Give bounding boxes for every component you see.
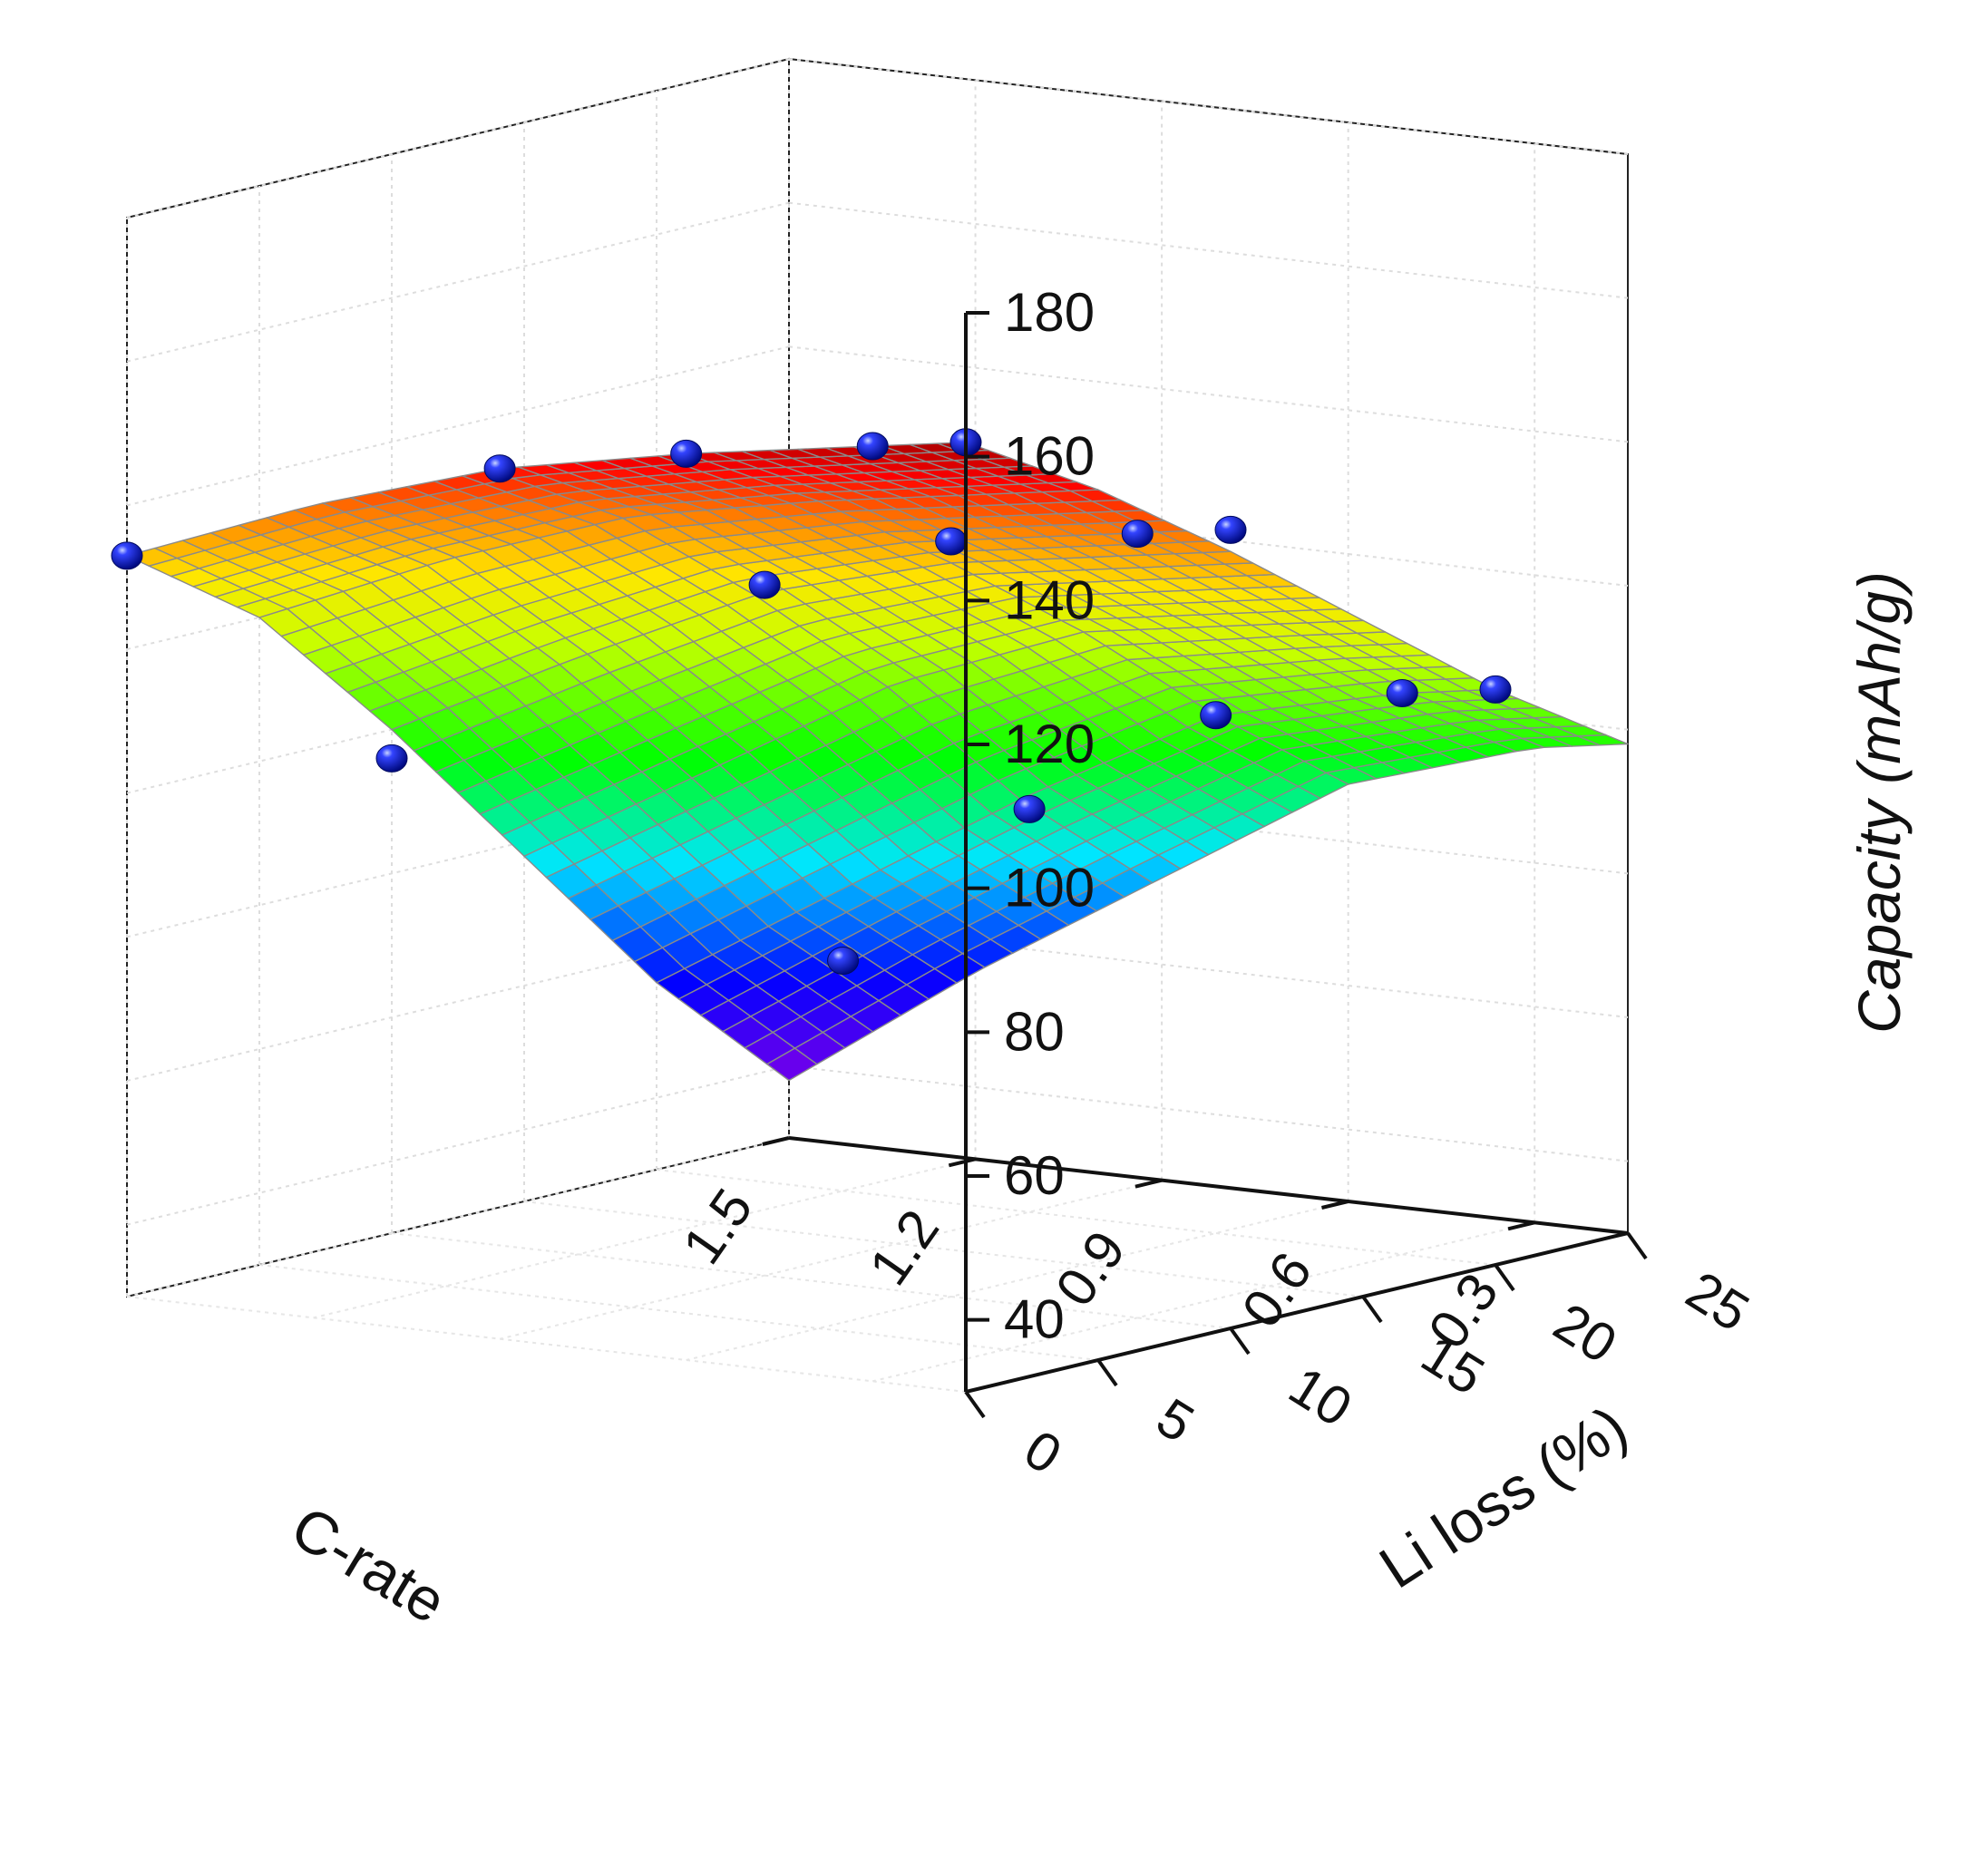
y-tick: [964, 1390, 986, 1419]
z-tick-label: 160: [1004, 426, 1095, 487]
wall-gridline: [788, 201, 1629, 299]
data-point: [375, 744, 408, 773]
x-axis-line: [788, 1136, 1629, 1235]
x-tick: [1134, 1178, 1163, 1189]
y-tick: [1626, 1231, 1648, 1260]
data-point: [827, 946, 860, 975]
y-tick: [1229, 1327, 1251, 1356]
floor-gridline: [656, 1169, 1496, 1266]
data-points: [111, 428, 1512, 975]
x-tick: [1507, 1220, 1535, 1231]
data-point: [748, 570, 781, 599]
data-point: [856, 432, 889, 461]
x-tick: [948, 1157, 977, 1168]
y-tick-label: 20: [1543, 1291, 1627, 1375]
z-tick-label: 180: [1004, 282, 1095, 343]
x-tick-label: 1.5: [671, 1178, 764, 1275]
data-point: [1386, 679, 1418, 708]
wall-gridline: [788, 345, 1629, 443]
floor-gridline: [391, 1232, 1232, 1329]
x-axis-title: C-rate: [280, 1492, 457, 1636]
wall-gridline: [788, 58, 1629, 155]
y-axis-title: Li loss (%): [1368, 1393, 1639, 1601]
y-tick-label: 10: [1279, 1355, 1362, 1438]
data-point: [1479, 675, 1512, 704]
data-point: [935, 527, 968, 556]
z-tick-label: 40: [1004, 1289, 1065, 1350]
data-point: [1200, 701, 1232, 730]
y-tick-label: 0: [1014, 1418, 1072, 1486]
z-tick-label: 120: [1004, 714, 1095, 774]
x-tick-label: 1.2: [857, 1199, 950, 1296]
z-axis-title: Capacity (mAh/g): [1845, 571, 1913, 1034]
z-tick-label: 60: [1004, 1145, 1065, 1206]
data-point: [111, 541, 143, 570]
y-axis-line: [965, 1231, 1629, 1394]
surface: [126, 442, 1629, 1082]
data-point: [1121, 520, 1154, 549]
x-tick: [762, 1136, 790, 1146]
y-tick-label: 25: [1676, 1259, 1759, 1343]
data-point: [483, 454, 516, 483]
z-tick-label: 140: [1004, 569, 1095, 630]
y-tick: [1494, 1263, 1515, 1292]
y-tick-label: 5: [1146, 1386, 1204, 1454]
floor-gridline: [523, 1200, 1364, 1298]
wall-gridline: [126, 201, 790, 363]
data-point: [1214, 515, 1247, 544]
x-tick: [1321, 1200, 1349, 1210]
z-tick-label: 80: [1004, 1001, 1065, 1062]
data-point: [1013, 794, 1046, 823]
wall-gridline: [788, 1064, 1629, 1162]
floor-gridline: [126, 1296, 967, 1393]
floor-gridline: [258, 1264, 1099, 1361]
wall-gridline: [126, 1064, 790, 1226]
y-tick: [1361, 1295, 1383, 1324]
y-tick: [1096, 1358, 1118, 1387]
data-point: [670, 439, 703, 468]
z-tick-label: 100: [1004, 858, 1095, 919]
